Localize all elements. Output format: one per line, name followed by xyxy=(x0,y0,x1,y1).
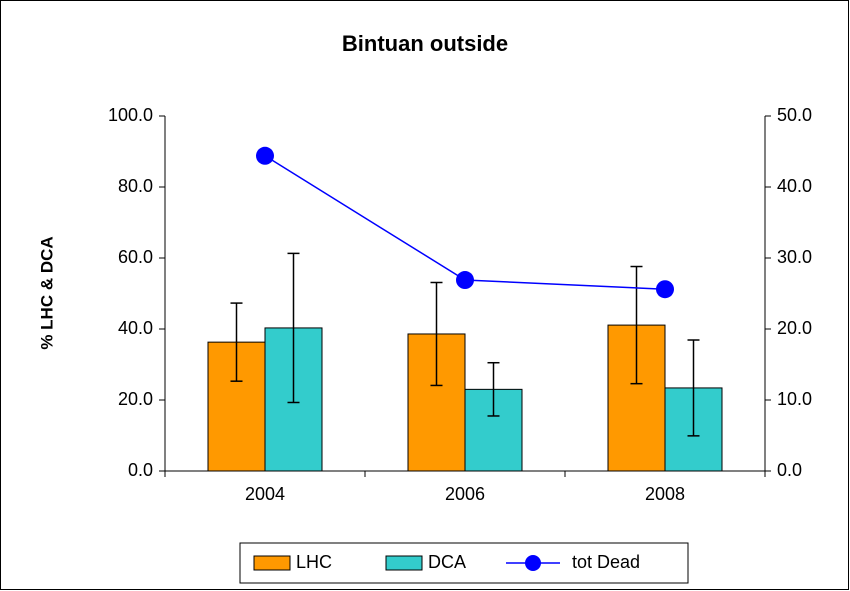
y-tick-label: 20.0 xyxy=(118,389,153,409)
y-tick-label: 40.0 xyxy=(118,318,153,338)
y2-tick-label: 40.0 xyxy=(777,176,812,196)
legend-label: tot Dead xyxy=(572,552,640,572)
y2-tick-label: 0.0 xyxy=(777,460,802,480)
line-point xyxy=(256,146,274,165)
y2-tick-label: 20.0 xyxy=(777,318,812,338)
legend-swatch xyxy=(385,555,423,571)
error-bar xyxy=(230,302,243,382)
legend-swatch xyxy=(253,555,291,571)
error-bar xyxy=(487,361,500,417)
y2-tick-label: 10.0 xyxy=(777,389,812,409)
line-point xyxy=(456,271,474,290)
error-bar xyxy=(287,252,300,404)
chart-title: Bintuan outside xyxy=(342,31,508,56)
y-axis-label: % LHC & DCA xyxy=(37,236,56,349)
x-tick-label: 2008 xyxy=(645,484,685,504)
legend-label: DCA xyxy=(428,552,466,572)
y-tick-label: 60.0 xyxy=(118,247,153,267)
error-bar xyxy=(430,281,443,387)
line-point xyxy=(656,280,674,299)
y-tick-label: 100.0 xyxy=(108,105,153,125)
legend-label: LHC xyxy=(296,552,332,572)
x-tick-label: 2004 xyxy=(245,484,285,504)
x-tick-label: 2006 xyxy=(445,484,485,504)
error-bar xyxy=(630,265,643,385)
y-tick-label: 80.0 xyxy=(118,176,153,196)
y2-tick-label: 50.0 xyxy=(777,105,812,125)
legend-box xyxy=(239,542,689,584)
legend-marker xyxy=(525,555,541,571)
y2-tick-label: 30.0 xyxy=(777,247,812,267)
y-tick-label: 0.0 xyxy=(128,460,153,480)
error-bar xyxy=(687,339,700,437)
